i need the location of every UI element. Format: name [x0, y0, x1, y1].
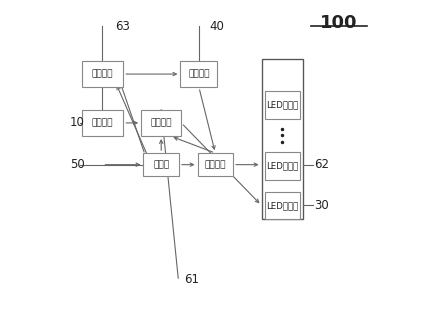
FancyBboxPatch shape — [82, 110, 123, 136]
Text: LED发光器: LED发光器 — [266, 100, 299, 110]
FancyBboxPatch shape — [264, 152, 300, 180]
FancyBboxPatch shape — [82, 61, 123, 87]
Text: 10: 10 — [70, 116, 85, 129]
Text: 第一开关: 第一开关 — [151, 119, 172, 127]
Text: 控制器: 控制器 — [153, 160, 169, 169]
FancyBboxPatch shape — [264, 91, 300, 119]
FancyBboxPatch shape — [261, 59, 303, 219]
Text: 第二开关: 第二开关 — [205, 160, 226, 169]
Text: 62: 62 — [314, 158, 329, 171]
FancyBboxPatch shape — [144, 153, 179, 176]
Text: LED发光器: LED发光器 — [266, 161, 299, 170]
Text: 61: 61 — [184, 273, 199, 286]
Text: 蓄电池组: 蓄电池组 — [188, 70, 210, 79]
Text: 30: 30 — [314, 199, 329, 212]
FancyBboxPatch shape — [264, 192, 300, 219]
Text: 50: 50 — [70, 158, 85, 171]
Text: 40: 40 — [209, 20, 224, 33]
FancyBboxPatch shape — [198, 153, 233, 176]
Text: LED发光器: LED发光器 — [266, 201, 299, 210]
Text: 100: 100 — [320, 14, 358, 32]
Text: 开关电源: 开关电源 — [92, 119, 113, 127]
FancyBboxPatch shape — [141, 110, 181, 136]
Text: 第三开关: 第三开关 — [92, 70, 113, 79]
Text: 63: 63 — [115, 20, 130, 33]
FancyBboxPatch shape — [180, 61, 218, 87]
